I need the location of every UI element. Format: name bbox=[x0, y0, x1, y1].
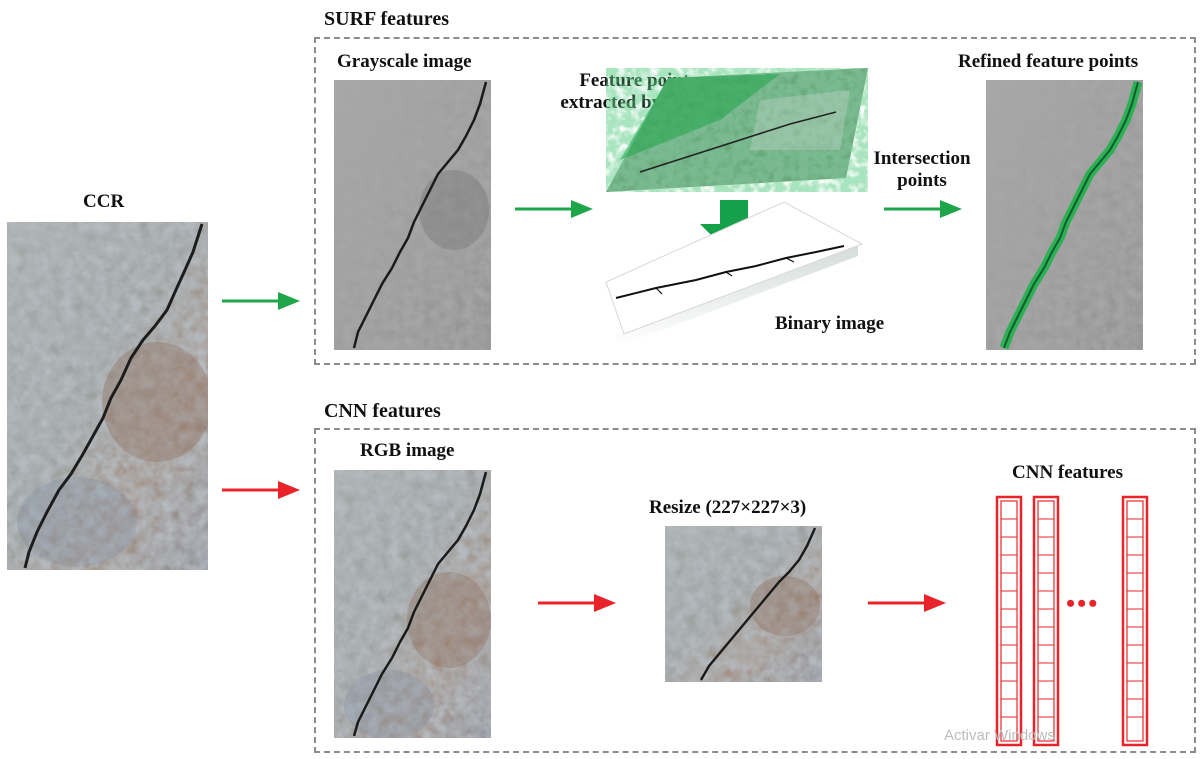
grayscale-image-label: Grayscale image bbox=[337, 51, 472, 72]
cnn-feature-columns bbox=[995, 495, 1149, 747]
refined-feature-points-label: Refined feature points bbox=[958, 51, 1139, 72]
binary-image-plane bbox=[605, 201, 864, 346]
intersection-arrow bbox=[884, 200, 962, 218]
intersection-label-line2: points bbox=[897, 169, 947, 191]
resize-label: Resize (227×227×3) bbox=[649, 497, 807, 518]
intersection-label-line1: Intersection bbox=[873, 148, 971, 169]
cnn-features-label: CNN features bbox=[1012, 462, 1123, 483]
ccr-to-surf-arrow bbox=[222, 292, 300, 310]
resized-image bbox=[665, 526, 822, 682]
ccr-image bbox=[7, 222, 208, 570]
cnn-column-n bbox=[1121, 495, 1149, 747]
rgb-image bbox=[334, 470, 491, 738]
rgb-to-resize-arrow bbox=[538, 594, 616, 612]
grayscale-image bbox=[334, 80, 491, 350]
cnn-column-1 bbox=[995, 495, 1023, 747]
ccr-label: CCR bbox=[83, 191, 125, 212]
intersection-points-label: Intersection points bbox=[857, 148, 987, 192]
activar-windows-watermark: Activar Windows bbox=[944, 727, 1055, 744]
surf-panel bbox=[314, 37, 1196, 365]
ccr-to-cnn-arrow bbox=[222, 481, 300, 499]
refined-feature-points-image bbox=[986, 80, 1143, 350]
cnn-panel-title: CNN features bbox=[324, 400, 441, 422]
rgb-image-label: RGB image bbox=[360, 440, 455, 461]
resize-to-cnn-arrow bbox=[868, 594, 946, 612]
surf-feature-points-plane bbox=[606, 68, 868, 192]
binary-image-label: Binary image bbox=[775, 313, 885, 334]
cnn-panel bbox=[314, 428, 1196, 753]
grayscale-to-surf-arrow bbox=[515, 200, 593, 218]
surf-panel-title: SURF features bbox=[324, 8, 449, 30]
cnn-ellipsis: ••• bbox=[1066, 589, 1100, 618]
cnn-column-2 bbox=[1032, 495, 1060, 747]
